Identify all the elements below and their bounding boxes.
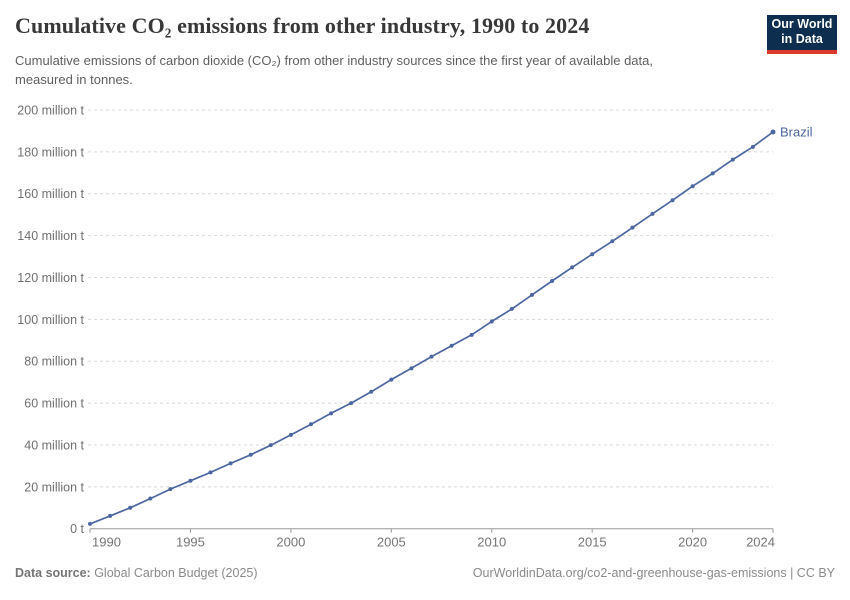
data-point[interactable] [610, 239, 615, 244]
data-point[interactable] [208, 470, 213, 475]
y-axis-tick-label: 140 million t [17, 229, 84, 243]
x-axis-tick-label: 1995 [176, 535, 205, 550]
data-point[interactable] [449, 343, 454, 348]
data-point[interactable] [469, 332, 474, 337]
data-point[interactable] [770, 129, 776, 135]
y-axis-tick-label: 100 million t [17, 313, 84, 327]
data-source: Data source: Global Carbon Budget (2025) [15, 566, 258, 580]
data-point[interactable] [268, 443, 273, 448]
owid-logo-line1: Our World [771, 17, 833, 31]
data-source-value: Global Carbon Budget (2025) [90, 566, 258, 580]
chart-subtitle-line2: measured in tonnes. [15, 71, 133, 87]
data-point[interactable] [730, 157, 735, 162]
data-point[interactable] [670, 198, 675, 203]
data-point[interactable] [168, 487, 173, 492]
y-axis-tick-label: 120 million t [17, 271, 84, 285]
owid-logo[interactable]: Our World in Data [767, 15, 837, 54]
data-point[interactable] [650, 211, 655, 216]
data-point[interactable] [550, 279, 555, 284]
data-point[interactable] [128, 505, 133, 510]
data-point[interactable] [509, 306, 514, 311]
data-point[interactable] [369, 389, 374, 394]
data-point[interactable] [529, 292, 534, 297]
y-axis-tick-label: 80 million t [24, 355, 84, 369]
y-axis-tick-label: 200 million t [17, 104, 84, 118]
data-point[interactable] [489, 319, 494, 324]
data-point[interactable] [590, 252, 595, 257]
data-point[interactable] [389, 377, 394, 382]
data-point[interactable] [630, 225, 635, 230]
x-axis-tick-label: 2020 [678, 535, 707, 550]
owid-logo-line2: in Data [781, 32, 823, 46]
y-axis-tick-label: 60 million t [24, 397, 84, 411]
series-line-brazil[interactable] [89, 131, 774, 525]
y-axis-tick-label: 40 million t [24, 438, 84, 452]
data-point[interactable] [308, 422, 313, 427]
x-axis-tick-label: 2005 [377, 535, 406, 550]
data-point[interactable] [88, 521, 92, 526]
data-point[interactable] [690, 184, 695, 189]
data-point[interactable] [108, 513, 113, 518]
y-axis-tick-label: 160 million t [17, 187, 84, 201]
chart-footer: Data source: Global Carbon Budget (2025)… [15, 566, 835, 580]
y-axis-tick-label: 0 t [70, 522, 84, 536]
data-point[interactable] [429, 354, 434, 359]
y-axis-tick-label: 20 million t [24, 480, 84, 494]
x-axis-tick-label: 2000 [276, 535, 305, 550]
x-axis-tick-label: 2024 [746, 535, 775, 550]
x-axis-tick-label: 1990 [92, 535, 121, 550]
x-axis-tick-label: 2015 [578, 535, 607, 550]
data-point[interactable] [329, 411, 334, 416]
data-point[interactable] [228, 461, 233, 466]
data-source-label: Data source: [15, 566, 91, 580]
chart-subtitle: Cumulative emissions of carbon dioxide (… [15, 52, 775, 89]
line-chart[interactable]: 0 t 20 million t 40 million t 60 million t 8… [0, 96, 850, 558]
data-point[interactable] [349, 401, 354, 406]
data-point[interactable] [248, 452, 253, 457]
data-point[interactable] [148, 496, 153, 501]
data-point[interactable] [570, 265, 575, 270]
entity-label-brazil[interactable]: Brazil [780, 124, 813, 139]
y-axis-tick-label: 180 million t [17, 145, 84, 159]
data-point[interactable] [750, 144, 755, 149]
chart-subtitle-line1: Cumulative emissions of carbon dioxide (… [15, 53, 653, 68]
data-point[interactable] [710, 171, 715, 176]
footer-link[interactable]: OurWorldinData.org/co2-and-greenhouse-ga… [472, 566, 835, 580]
data-point[interactable] [288, 432, 293, 437]
x-axis-tick-label: 2010 [477, 535, 506, 550]
page-title: Cumulative CO₂ emissions from other indu… [15, 13, 590, 38]
data-point[interactable] [188, 478, 193, 483]
data-point[interactable] [409, 366, 414, 371]
